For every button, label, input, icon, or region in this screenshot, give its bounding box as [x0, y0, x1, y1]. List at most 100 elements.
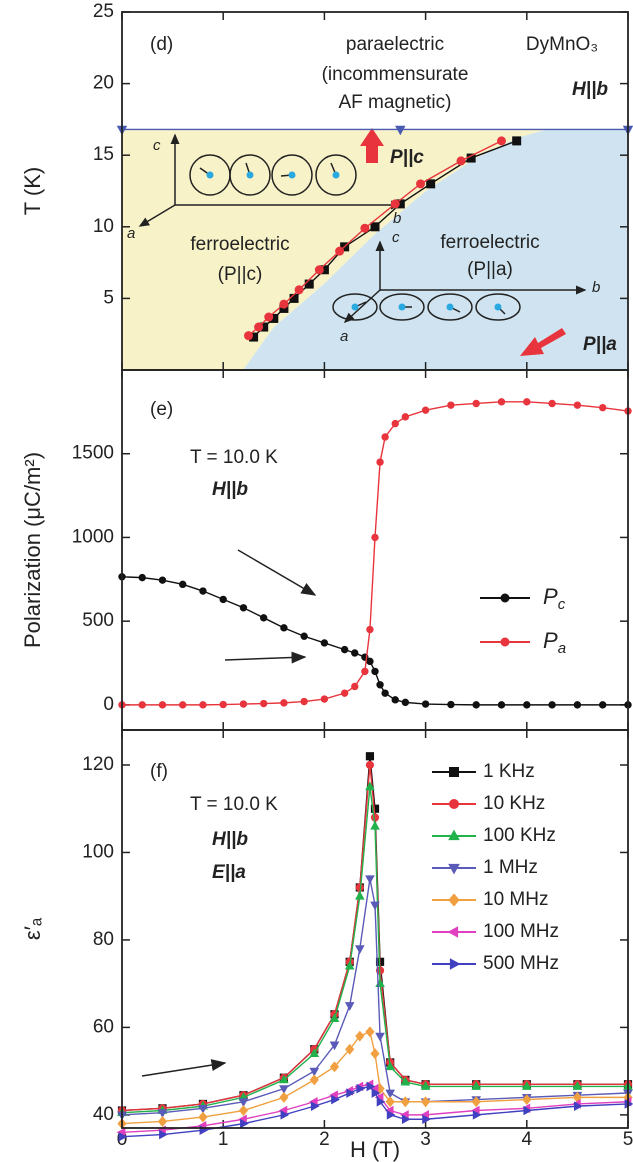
- marker: [179, 580, 187, 589]
- marker: [198, 1104, 208, 1114]
- marker: [447, 700, 455, 709]
- marker: [304, 279, 314, 289]
- y-tick-label: 15: [93, 144, 114, 165]
- y-axis-label: ε′ₐ: [20, 917, 45, 940]
- marker: [385, 1096, 395, 1108]
- marker: [280, 699, 288, 707]
- marker: [259, 699, 268, 708]
- y-tick-label: 0: [103, 694, 114, 715]
- marker: [376, 681, 384, 689]
- x-tick-label: 2: [319, 1129, 330, 1150]
- marker: [400, 1076, 411, 1086]
- marker: [448, 829, 460, 841]
- y-tick-label: 1500: [72, 443, 114, 464]
- marker: [370, 901, 380, 911]
- marker: [198, 1111, 208, 1123]
- y-tick-label: 40: [93, 1104, 114, 1125]
- marker: [365, 752, 375, 761]
- marker: [244, 331, 253, 341]
- arrow-pc: [360, 128, 384, 163]
- marker: [239, 700, 248, 708]
- marker: [370, 1048, 380, 1060]
- inset-axis-label: a: [127, 225, 135, 242]
- marker: [355, 1030, 365, 1042]
- annotation: H||b: [212, 479, 248, 500]
- marker: [573, 401, 582, 409]
- marker: [381, 433, 389, 441]
- marker: [497, 701, 506, 709]
- legend-label: 100 MHz: [483, 921, 559, 942]
- marker: [351, 649, 359, 657]
- marker: [219, 595, 227, 604]
- marker: [279, 1074, 289, 1084]
- y-tick-label: 120: [82, 754, 114, 775]
- annotation: ferroelectric: [440, 232, 539, 253]
- marker: [355, 945, 365, 955]
- marker: [420, 1096, 431, 1108]
- marker: [371, 667, 379, 676]
- marker: [391, 696, 399, 704]
- y-tick-label: 80: [93, 929, 114, 950]
- annotation: (P||c): [218, 264, 263, 285]
- marker: [279, 1085, 289, 1094]
- panel-label: (d): [150, 34, 173, 55]
- marker: [448, 863, 460, 875]
- marker: [157, 1115, 168, 1127]
- marker: [279, 1091, 289, 1103]
- x-tick-label: 5: [623, 1129, 633, 1150]
- marker: [199, 587, 207, 595]
- marker: [447, 401, 455, 409]
- marker: [471, 1081, 482, 1090]
- marker: [522, 1094, 532, 1106]
- marker: [329, 1013, 340, 1023]
- marker: [294, 285, 304, 295]
- marker: [366, 1081, 376, 1092]
- marker: [385, 1089, 395, 1099]
- y-tick-label: 500: [82, 610, 114, 631]
- marker: [254, 322, 264, 332]
- region-ferro-c: [122, 129, 547, 370]
- marker: [344, 1002, 355, 1011]
- legend-label: 10 KHz: [483, 793, 545, 814]
- marker: [449, 958, 461, 970]
- marker: [391, 419, 399, 428]
- marker: [416, 179, 426, 189]
- y-tick-label: 100: [82, 841, 114, 862]
- marker: [548, 701, 556, 709]
- annotation: (incommensurate: [322, 64, 469, 85]
- annotation: H||b: [572, 79, 608, 100]
- legend-name: P: [543, 628, 558, 653]
- marker: [157, 1109, 168, 1119]
- legend-label: 500 MHz: [483, 953, 559, 974]
- marker: [456, 156, 466, 166]
- marker: [179, 701, 187, 709]
- marker: [240, 1118, 249, 1129]
- marker: [138, 573, 146, 582]
- marker: [421, 700, 430, 708]
- marker: [420, 1081, 431, 1090]
- marker: [238, 1098, 249, 1108]
- marker: [449, 799, 459, 809]
- compound: DyMnO₃: [526, 34, 598, 55]
- marker: [159, 1129, 168, 1140]
- marker: [599, 701, 607, 709]
- annotation: P||c: [390, 147, 424, 168]
- marker: [422, 1114, 431, 1125]
- legend-subscript: a: [558, 640, 566, 657]
- marker: [421, 406, 430, 414]
- marker: [472, 1110, 482, 1120]
- marker: [300, 632, 308, 640]
- marker: [351, 682, 359, 691]
- legend-label: 1 MHz: [483, 857, 538, 878]
- annotation: P||a: [583, 334, 617, 355]
- marker: [449, 767, 459, 777]
- marker: [158, 701, 167, 709]
- annotation: E||a: [212, 862, 246, 883]
- marker: [390, 199, 400, 209]
- marker: [366, 625, 374, 634]
- marker: [239, 604, 248, 612]
- y-axis-label: T (K): [20, 167, 45, 215]
- marker: [365, 781, 375, 791]
- x-axis-label: H (T): [350, 1137, 400, 1162]
- marker: [329, 1061, 340, 1073]
